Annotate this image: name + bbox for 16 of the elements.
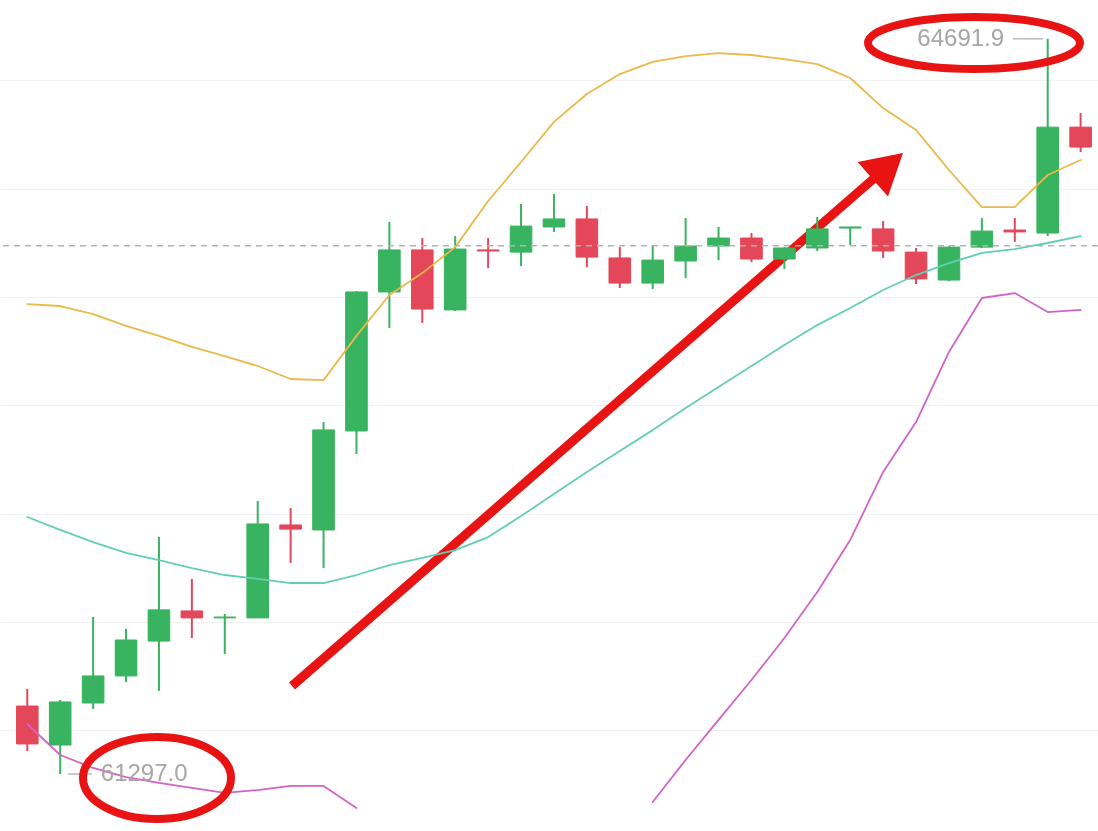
candlestick bbox=[674, 217, 697, 280]
candlestick bbox=[740, 232, 763, 264]
candlestick bbox=[970, 217, 994, 249]
candlestick bbox=[476, 237, 500, 270]
candlestick bbox=[213, 612, 237, 656]
candlestick bbox=[773, 246, 796, 270]
candlestick bbox=[1003, 217, 1027, 243]
candlestick bbox=[871, 220, 895, 259]
candlestick bbox=[542, 193, 566, 233]
annotation: 64691.9 bbox=[917, 23, 1005, 51]
candlestick bbox=[805, 216, 829, 253]
candlestick bbox=[180, 577, 204, 640]
candlestick bbox=[1069, 112, 1092, 154]
candlestick bbox=[279, 507, 302, 564]
annotation: 61297.0 bbox=[100, 759, 188, 787]
candlestick bbox=[707, 225, 730, 262]
